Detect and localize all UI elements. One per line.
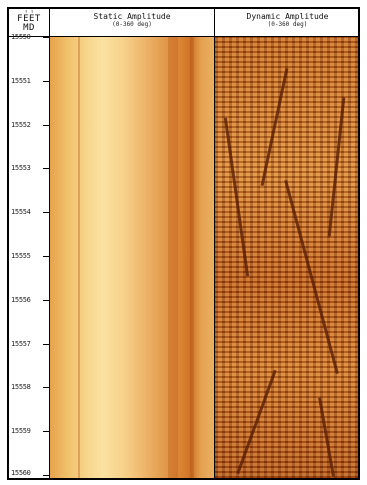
log-frame: ↑ ↑ FEET MD 15550 15551 15552 15553 15554 155…: [7, 7, 360, 480]
depth-label: 15559: [11, 427, 31, 436]
depth-label: 15557: [11, 339, 31, 348]
static-streak: [78, 37, 80, 478]
depth-tick: [43, 431, 49, 432]
depth-unit-header: ↑ ↑ FEET MD: [9, 9, 49, 37]
depth-label: 15556: [11, 295, 31, 304]
depth-tick: [43, 300, 49, 301]
dynamic-crack: [260, 67, 289, 187]
depth-label: 15553: [11, 164, 31, 173]
depth-label: 15551: [11, 76, 31, 85]
static-streak: [190, 37, 194, 478]
depth-label: 15552: [11, 120, 31, 129]
depth-tick: [43, 475, 49, 476]
dynamic-crack: [327, 97, 346, 237]
dynamic-amplitude-unit: (0-360 deg): [267, 21, 308, 28]
depth-unit-label: FEET: [17, 14, 41, 24]
static-amplitude-header: Static Amplitude (0-360 deg): [50, 9, 215, 37]
depth-tick: [43, 212, 49, 213]
depth-label: 15555: [11, 252, 31, 260]
static-amplitude-image: [50, 37, 215, 478]
depth-tick: [43, 344, 49, 345]
depth-label: 15560: [11, 469, 31, 477]
depth-tick: [43, 256, 49, 257]
depth-tick: [43, 37, 49, 38]
dynamic-amplitude-header: Dynamic Amplitude (0-360 deg): [215, 9, 358, 37]
depth-label: 15550: [11, 33, 31, 41]
depth-label: 15558: [11, 383, 31, 392]
depth-tick: [43, 168, 49, 169]
static-amplitude-title: Static Amplitude: [93, 12, 171, 21]
depth-reference-label: MD: [23, 23, 35, 33]
dynamic-crack: [318, 397, 335, 477]
depth-unit-arrows: ↑ ↑: [24, 9, 34, 15]
depth-label: 15554: [11, 208, 31, 217]
depth-tick: [43, 387, 49, 388]
depth-tick: [43, 81, 49, 82]
dynamic-crack: [223, 117, 250, 277]
dynamic-amplitude-title: Dynamic Amplitude: [246, 12, 329, 21]
depth-track: ↑ ↑ FEET MD 15550 15551 15552 15553 15554 155…: [9, 9, 50, 478]
depth-tick: [43, 125, 49, 126]
static-amplitude-unit: (0-360 deg): [112, 21, 152, 28]
dynamic-amplitude-image: [215, 37, 358, 478]
dynamic-crack: [236, 369, 277, 475]
static-streak: [168, 37, 178, 478]
